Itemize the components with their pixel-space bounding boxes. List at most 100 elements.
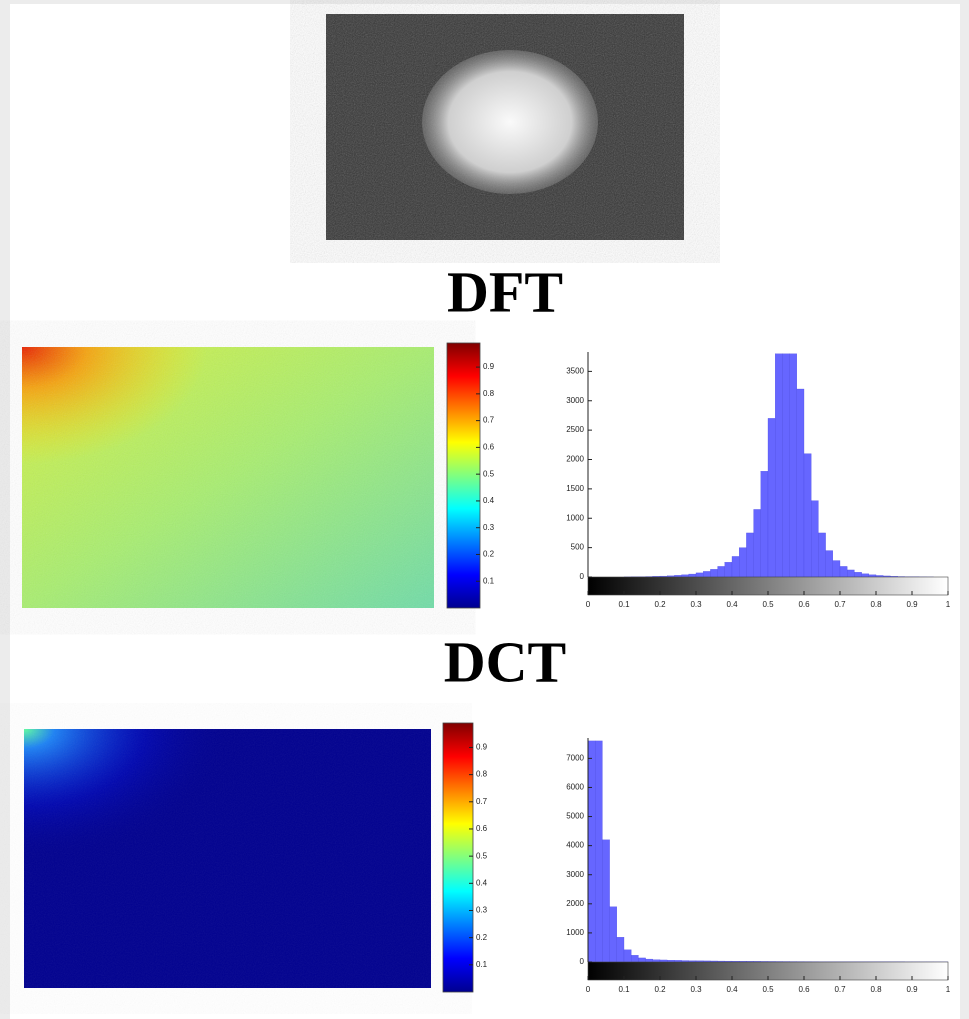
colorbar-tick-label: 0.7 — [483, 416, 495, 425]
histogram-bar — [868, 574, 877, 578]
x-tick-label: 0.4 — [726, 985, 738, 994]
colorbar-tick-label: 0.6 — [476, 824, 488, 833]
histogram-bar — [731, 556, 740, 578]
colorbar-tick-label: 0.2 — [476, 933, 488, 942]
x-tick-label: 0.7 — [834, 985, 846, 994]
x-tick-label: 0.2 — [654, 600, 666, 609]
photo-flower — [422, 50, 598, 194]
histogram-bar — [587, 740, 596, 963]
colorbar-tick-label: 0.2 — [483, 550, 495, 559]
histogram-bar — [703, 571, 711, 578]
histogram-bar — [739, 547, 747, 578]
histogram-bar — [811, 500, 819, 578]
x-tick-label: 0.3 — [690, 985, 702, 994]
x-tick-label: 0.4 — [726, 600, 738, 609]
histogram-bar — [861, 573, 869, 578]
y-tick-label: 2000 — [566, 455, 584, 464]
x-tick-label: 0.6 — [798, 985, 810, 994]
x-tick-label: 0.7 — [834, 600, 846, 609]
colorbar-tick-label: 0.8 — [476, 770, 488, 779]
histogram-bar — [803, 453, 812, 578]
x-tick-label: 0.3 — [690, 600, 702, 609]
dft-heatmap-noise — [22, 347, 434, 608]
x-tick-label: 0.8 — [870, 985, 882, 994]
x-tick-label: 0.9 — [906, 985, 918, 994]
colorbar-tick-label: 0.1 — [476, 960, 488, 969]
y-tick-label: 0 — [580, 572, 585, 581]
histogram-bar — [753, 509, 761, 578]
colorbar-tick-label: 0.5 — [476, 851, 488, 860]
histogram-bar — [832, 560, 841, 578]
y-tick-label: 1500 — [566, 484, 584, 493]
histogram-bar — [695, 572, 704, 578]
histogram-bar — [623, 949, 632, 963]
colorbar-tick-label: 0.9 — [483, 362, 495, 371]
histogram-bar — [659, 959, 668, 963]
x-tick-label: 0.6 — [798, 600, 810, 609]
y-tick-label: 0 — [580, 957, 585, 966]
x-tick-label: 1 — [946, 600, 951, 609]
y-tick-label: 1000 — [566, 513, 584, 522]
histogram-bar — [724, 562, 733, 578]
y-tick-label: 7000 — [566, 753, 584, 762]
y-tick-label: 500 — [571, 543, 585, 552]
histogram-bar — [818, 532, 826, 578]
y-tick-label: 5000 — [566, 812, 584, 821]
panel-title: DFT — [447, 259, 563, 324]
histogram-bar — [796, 388, 805, 578]
x-tick-label: 0.5 — [762, 600, 774, 609]
colorbar-tick-label: 0.4 — [476, 878, 488, 887]
histogram-bar — [609, 906, 617, 963]
histogram-bar — [645, 958, 653, 963]
histogram-bar — [847, 569, 855, 578]
y-tick-label: 3000 — [566, 870, 584, 879]
x-tick-label: 0.2 — [654, 985, 666, 994]
y-tick-label: 4000 — [566, 841, 584, 850]
histogram-bar — [688, 573, 697, 578]
histogram-bar — [839, 566, 848, 578]
histogram-bar — [746, 532, 754, 578]
x-tick-label: 0.5 — [762, 985, 774, 994]
y-tick-label: 3500 — [566, 366, 584, 375]
y-tick-label: 3000 — [566, 396, 584, 405]
histogram-bar — [595, 740, 603, 963]
histogram-bar — [775, 353, 783, 578]
colorbar — [442, 722, 474, 993]
colorbar-tick-label: 0.3 — [483, 523, 495, 532]
colorbar-tick-label: 0.6 — [483, 443, 495, 452]
x-tick-label: 0.1 — [618, 600, 630, 609]
colorbar-tick-label: 0.3 — [476, 906, 488, 915]
colorbar-tick-label: 0.4 — [483, 496, 495, 505]
y-tick-label: 2000 — [566, 899, 584, 908]
dct-heatmap-noise — [24, 729, 431, 988]
histogram-bar — [782, 353, 790, 578]
histogram-bar — [638, 957, 646, 963]
x-tick-label: 0.8 — [870, 600, 882, 609]
x-tick-label: 0 — [586, 985, 591, 994]
colorbar-tick-label: 0.7 — [476, 797, 488, 806]
x-tick-label: 0.1 — [618, 985, 630, 994]
panel-title: DCT — [444, 629, 566, 694]
colorbar-tick-label: 0.9 — [476, 743, 488, 752]
colorbar-tick-label: 0.1 — [483, 576, 495, 585]
x-tick-label: 0.9 — [906, 600, 918, 609]
histogram-bar — [631, 955, 639, 963]
histogram-bar — [825, 550, 833, 578]
histogram-bar — [789, 353, 797, 578]
x-tick-label: 1 — [946, 985, 951, 994]
x-tick-label: 0 — [586, 600, 591, 609]
colorbar-tick-label: 0.5 — [483, 469, 495, 478]
colorbar — [446, 342, 481, 609]
y-tick-label: 1000 — [566, 928, 584, 937]
y-tick-label: 2500 — [566, 425, 584, 434]
histogram-bar — [760, 471, 769, 578]
histogram-bar — [652, 959, 661, 963]
histogram-bar — [767, 418, 776, 578]
histogram-bar — [616, 937, 625, 963]
y-tick-label: 6000 — [566, 783, 584, 792]
histogram-bar — [602, 839, 610, 963]
histogram-bar — [710, 569, 718, 578]
histogram-bar — [717, 566, 725, 578]
colorbar-tick-label: 0.8 — [483, 389, 495, 398]
